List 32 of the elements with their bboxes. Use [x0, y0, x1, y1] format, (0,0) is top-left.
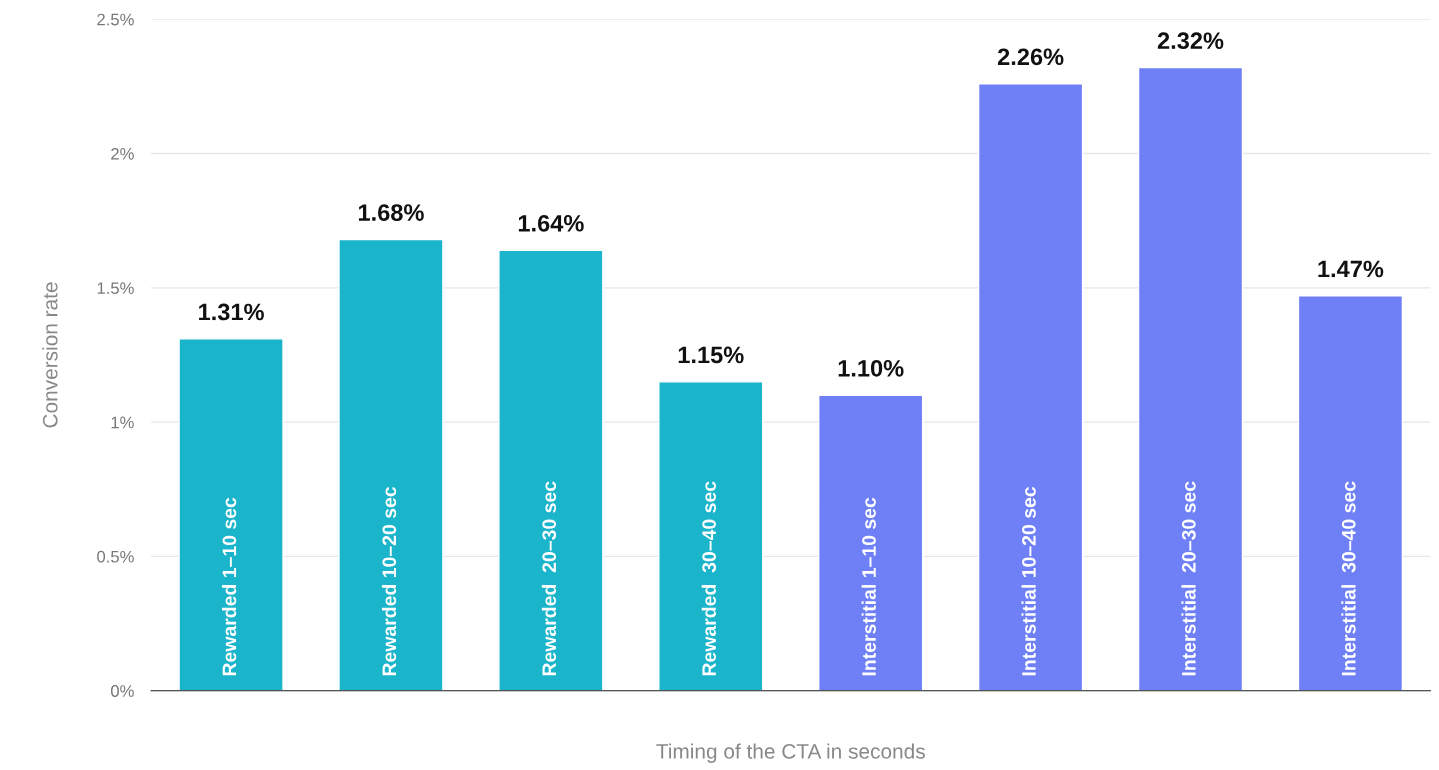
- x-tick-label: Rewarded 10–20 sec: [381, 486, 397, 676]
- bar: [977, 83, 1084, 691]
- y-tick-label: 2.5%: [97, 13, 134, 26]
- y-tick-label: 2%: [111, 147, 134, 160]
- x-tick-label: Interstitial 1–10 sec: [861, 497, 876, 676]
- data-label: 1.47%: [1318, 260, 1384, 278]
- bar: [1137, 66, 1244, 691]
- y-tick-label: 1%: [111, 416, 134, 429]
- data-label: 2.26%: [997, 48, 1064, 66]
- bar: [178, 338, 284, 691]
- data-label: 1.10%: [838, 359, 904, 377]
- x-tick-label: Rewarded 1–10 sec: [221, 497, 237, 676]
- data-label: 1.31%: [199, 303, 264, 321]
- bar: [338, 238, 444, 691]
- x-tick-label: Interstitial 20–30 sec: [1181, 481, 1196, 676]
- bar: [658, 381, 764, 691]
- x-tick-label: Rewarded 20–30 sec: [541, 481, 557, 676]
- x-tick-label: Interstitial 30–40 sec: [1341, 481, 1356, 676]
- x-axis-title: Timing of the CTA in seconds: [656, 743, 925, 763]
- data-label: 1.64%: [518, 214, 584, 232]
- bar: [818, 394, 924, 691]
- y-tick-label: 0.5%: [97, 550, 134, 563]
- data-label: 1.15%: [678, 346, 744, 364]
- data-label: 2.32%: [1157, 32, 1224, 50]
- y-tick-label: 1.5%: [97, 282, 134, 295]
- x-tick-label: Interstitial 10–20 sec: [1021, 486, 1036, 676]
- bar: [1297, 295, 1404, 691]
- y-tick-label: 0%: [110, 685, 134, 697]
- y-axis-title: Conversion rate: [42, 282, 58, 428]
- x-tick-label: Rewarded 30–40 sec: [701, 481, 717, 676]
- data-label: 1.68%: [358, 204, 424, 221]
- bar: [498, 249, 604, 691]
